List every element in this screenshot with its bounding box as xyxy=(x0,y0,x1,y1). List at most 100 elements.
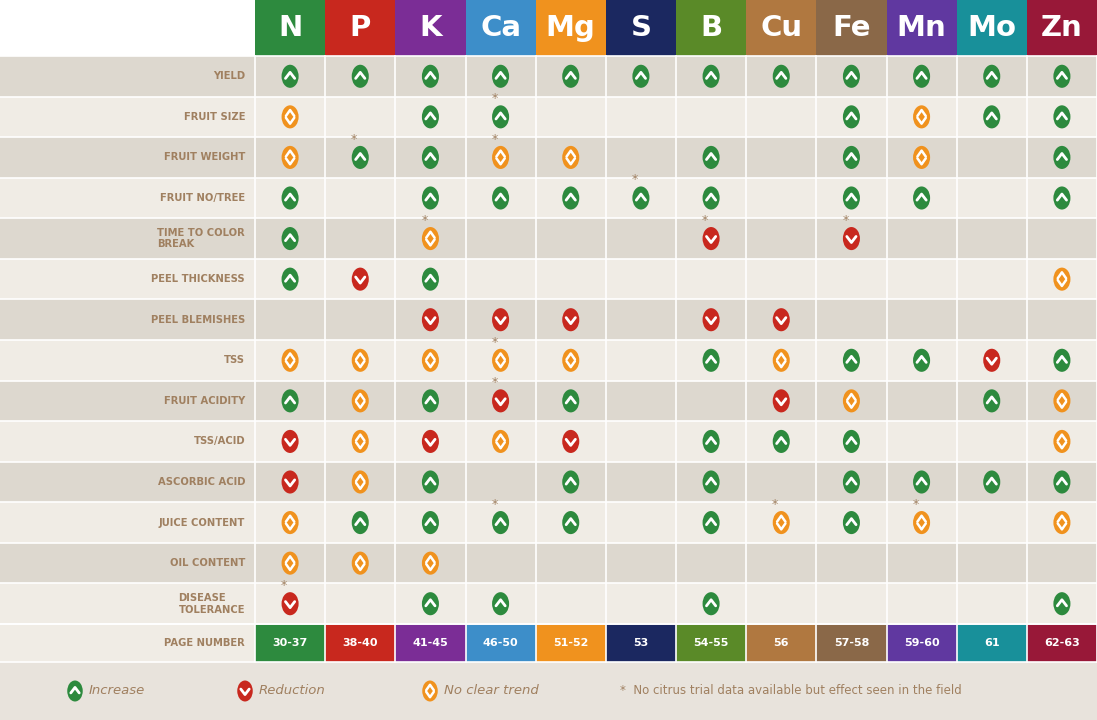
Ellipse shape xyxy=(282,186,298,210)
Ellipse shape xyxy=(422,511,439,534)
Bar xyxy=(606,178,676,218)
Text: 62-63: 62-63 xyxy=(1044,638,1079,648)
Text: TIME TO COLOR
BREAK: TIME TO COLOR BREAK xyxy=(157,228,245,249)
Ellipse shape xyxy=(422,552,439,575)
Bar xyxy=(676,340,746,381)
Ellipse shape xyxy=(913,146,930,169)
Ellipse shape xyxy=(772,308,790,331)
Bar xyxy=(255,381,325,421)
Ellipse shape xyxy=(983,348,1000,372)
Ellipse shape xyxy=(422,592,439,616)
Ellipse shape xyxy=(842,105,860,128)
Bar xyxy=(886,259,957,300)
Ellipse shape xyxy=(352,552,369,575)
Ellipse shape xyxy=(913,105,930,128)
Text: *: * xyxy=(772,498,779,511)
Bar xyxy=(465,300,535,340)
Text: *: * xyxy=(702,214,709,227)
Bar xyxy=(395,340,465,381)
Ellipse shape xyxy=(493,348,509,372)
Bar xyxy=(676,259,746,300)
Bar xyxy=(325,218,395,259)
Bar xyxy=(395,624,465,662)
Text: *: * xyxy=(632,174,638,186)
Bar xyxy=(676,178,746,218)
Bar xyxy=(816,421,886,462)
Ellipse shape xyxy=(1053,146,1071,169)
Ellipse shape xyxy=(913,511,930,534)
Bar xyxy=(957,340,1027,381)
Bar xyxy=(957,0,1027,56)
Bar xyxy=(606,583,676,624)
Ellipse shape xyxy=(282,552,298,575)
Bar xyxy=(325,259,395,300)
Ellipse shape xyxy=(422,105,439,128)
Bar xyxy=(606,259,676,300)
Bar xyxy=(816,56,886,96)
Bar xyxy=(395,543,465,583)
Bar xyxy=(535,137,606,178)
Ellipse shape xyxy=(237,680,252,701)
Bar xyxy=(746,96,816,137)
Bar xyxy=(0,96,255,137)
Bar xyxy=(535,178,606,218)
Bar xyxy=(746,503,816,543)
Ellipse shape xyxy=(842,430,860,453)
Bar xyxy=(0,662,1097,720)
Bar xyxy=(395,56,465,96)
Ellipse shape xyxy=(563,65,579,88)
Ellipse shape xyxy=(352,430,369,453)
Ellipse shape xyxy=(563,186,579,210)
Ellipse shape xyxy=(422,65,439,88)
Text: OIL CONTENT: OIL CONTENT xyxy=(170,558,245,568)
Ellipse shape xyxy=(282,146,298,169)
Bar xyxy=(465,624,535,662)
Ellipse shape xyxy=(842,65,860,88)
Text: 41-45: 41-45 xyxy=(412,638,449,648)
Ellipse shape xyxy=(422,146,439,169)
Bar xyxy=(0,503,255,543)
Bar xyxy=(676,624,746,662)
Bar xyxy=(325,0,395,56)
Text: PAGE NUMBER: PAGE NUMBER xyxy=(165,638,245,648)
Bar xyxy=(465,96,535,137)
Ellipse shape xyxy=(842,470,860,493)
Ellipse shape xyxy=(282,470,298,493)
Bar xyxy=(746,259,816,300)
Text: *  No citrus trial data available but effect seen in the field: * No citrus trial data available but eff… xyxy=(620,685,962,698)
Bar xyxy=(0,462,255,503)
Ellipse shape xyxy=(282,65,298,88)
Bar xyxy=(957,259,1027,300)
Bar xyxy=(886,218,957,259)
Text: TSS: TSS xyxy=(224,355,245,365)
Bar xyxy=(676,381,746,421)
Ellipse shape xyxy=(772,65,790,88)
Ellipse shape xyxy=(1053,65,1071,88)
Ellipse shape xyxy=(842,146,860,169)
Bar xyxy=(886,381,957,421)
Bar xyxy=(395,259,465,300)
Bar xyxy=(676,137,746,178)
Ellipse shape xyxy=(422,390,439,413)
Bar xyxy=(606,462,676,503)
Bar xyxy=(606,0,676,56)
Bar xyxy=(255,218,325,259)
Ellipse shape xyxy=(282,592,298,616)
Bar xyxy=(395,96,465,137)
Bar xyxy=(465,503,535,543)
Bar xyxy=(957,96,1027,137)
Bar xyxy=(325,462,395,503)
Bar xyxy=(606,218,676,259)
Bar xyxy=(255,421,325,462)
Text: B: B xyxy=(700,14,722,42)
Ellipse shape xyxy=(282,268,298,291)
Bar xyxy=(0,300,255,340)
Bar xyxy=(1027,96,1097,137)
Bar xyxy=(0,583,255,624)
Ellipse shape xyxy=(493,65,509,88)
Ellipse shape xyxy=(422,430,439,453)
Text: P: P xyxy=(350,14,371,42)
Bar xyxy=(325,543,395,583)
Text: S: S xyxy=(631,14,652,42)
Text: No clear trend: No clear trend xyxy=(444,685,539,698)
